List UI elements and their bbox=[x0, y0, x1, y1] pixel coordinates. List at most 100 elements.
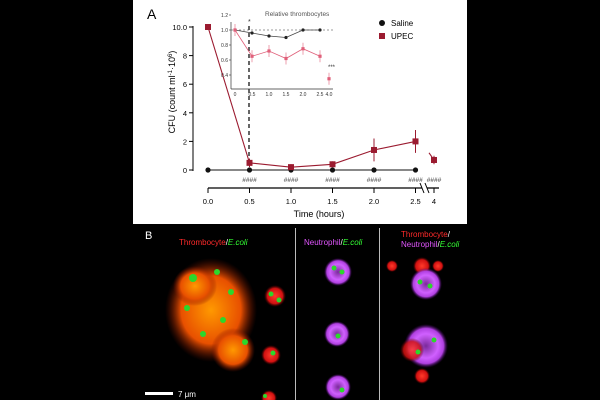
inset-upec-line bbox=[234, 29, 321, 59]
thrombocyte bbox=[414, 368, 430, 384]
inset-y-tick-label: 0.6 bbox=[221, 58, 228, 64]
upec-point bbox=[246, 159, 253, 166]
legend-marker-saline bbox=[379, 20, 385, 26]
inset-chart: Relative thrombocytes 0.4 0.6 0.8 1.0 1.2 0 0.… bbox=[221, 11, 336, 98]
thrombocyte bbox=[261, 345, 281, 365]
ecoli-bacterium bbox=[200, 331, 206, 337]
legend-label-saline: Saline bbox=[391, 19, 414, 28]
y-tick-label: 4 bbox=[183, 109, 187, 118]
inset-upec-point bbox=[233, 28, 237, 32]
inset-upec-point bbox=[250, 54, 254, 58]
legend-marker-upec bbox=[379, 33, 385, 39]
ecoli-bacterium bbox=[427, 283, 433, 289]
saline-point bbox=[246, 167, 253, 173]
x-tick-label: 1.0 bbox=[286, 197, 296, 206]
upec-point bbox=[329, 161, 336, 168]
significance-marker: #### bbox=[427, 177, 442, 184]
micrograph-thrombocyte-neutrophil bbox=[386, 257, 448, 384]
ecoli-bacterium bbox=[242, 339, 248, 345]
significance-marker: #### bbox=[242, 177, 257, 184]
y-tick-label: 2 bbox=[183, 137, 187, 146]
x-tick-label: 4 bbox=[432, 197, 436, 206]
neutrophil bbox=[410, 268, 442, 300]
upec-point bbox=[412, 138, 419, 145]
y-tick-label: 6 bbox=[183, 80, 187, 89]
scale-bar bbox=[145, 392, 173, 395]
ecoli-bacterium bbox=[339, 269, 345, 275]
ecoli-bacterium bbox=[335, 333, 341, 339]
y-tick-label: 8 bbox=[183, 52, 187, 61]
inset-title: Relative thrombocytes bbox=[265, 11, 330, 18]
inset-y-tick-label: 0.4 bbox=[221, 73, 228, 79]
ecoli-bacterium bbox=[220, 317, 226, 323]
inset-x-tick-label: 0.5 bbox=[249, 92, 256, 98]
inset-y-tick-label: 1.2 bbox=[221, 13, 228, 19]
upec-point bbox=[205, 24, 211, 30]
inset-saline-point bbox=[267, 34, 271, 38]
significance-marker: #### bbox=[284, 177, 299, 184]
inset-upec-point bbox=[327, 77, 331, 81]
thrombocyte bbox=[264, 285, 286, 307]
ecoli-bacterium bbox=[431, 337, 437, 343]
saline-point bbox=[412, 167, 419, 173]
micrograph-neutrophils bbox=[324, 258, 352, 400]
caption-thrombocyte-neutrophil-ecoli: Thrombocyte/Neutrophil/E.coli bbox=[401, 230, 460, 249]
y-axis-label: CFU (count ml-1·106) bbox=[167, 51, 177, 134]
inset-x-tick-label: 4.0 bbox=[326, 92, 333, 98]
axis-break-mark bbox=[424, 182, 430, 194]
legend-label-upec: UPEC bbox=[391, 32, 413, 41]
ecoli-bacterium bbox=[214, 269, 220, 275]
inset-triple-star: *** bbox=[328, 65, 336, 71]
ecoli-bacterium bbox=[228, 289, 234, 295]
x-tick-label: 0.5 bbox=[244, 197, 254, 206]
scale-bar-label: 7 μm bbox=[178, 390, 196, 399]
neutrophil bbox=[324, 258, 352, 286]
y-tick-label: 10.0 bbox=[172, 23, 187, 32]
inset-x-tick-label: 2.0 bbox=[300, 92, 307, 98]
saline-point bbox=[205, 167, 211, 173]
y-tick-label: 0 bbox=[183, 166, 187, 175]
upec-point bbox=[431, 156, 437, 163]
inset-upec-point bbox=[301, 47, 305, 51]
x-tick-label: 1.5 bbox=[327, 197, 337, 206]
x-tick-label: 2.5 bbox=[410, 197, 420, 206]
x-axis-label: Time (hours) bbox=[294, 209, 345, 219]
ecoli-bacterium bbox=[268, 291, 274, 297]
thrombocyte bbox=[386, 260, 398, 272]
panel-divider bbox=[295, 228, 296, 400]
inset-saline-point bbox=[284, 35, 288, 40]
ecoli-bacterium bbox=[184, 305, 190, 311]
inset-y-tick-label: 1.0 bbox=[221, 28, 228, 34]
thrombocyte-aggregate bbox=[211, 328, 255, 372]
upec-point bbox=[371, 146, 377, 153]
inset-star: * bbox=[248, 19, 251, 26]
saline-point bbox=[329, 167, 336, 173]
inset-x-tick-label: 2.5 bbox=[317, 92, 324, 98]
ecoli-bacterium bbox=[270, 350, 276, 356]
panel-b: B Thrombocyte/E.coli Neutrophil/E.coli T… bbox=[133, 224, 467, 400]
ecoli-bacterium bbox=[189, 274, 197, 282]
significance-marker: #### bbox=[408, 177, 423, 184]
panel-divider bbox=[379, 228, 380, 400]
panel-a-label: A bbox=[147, 6, 157, 22]
thrombocyte bbox=[432, 260, 444, 272]
x-tick-label: 2.0 bbox=[369, 197, 379, 206]
inset-upec-point bbox=[318, 54, 322, 58]
inset-upec-point bbox=[284, 56, 288, 61]
saline-point bbox=[371, 167, 377, 173]
inset-x-tick-label: 0 bbox=[234, 92, 237, 98]
significance-marker: #### bbox=[367, 177, 382, 184]
cfu-chart: A CFU (count ml-1·106) 0 2 4 6 8 10.0 0.0 0.5 1… bbox=[147, 6, 442, 219]
legend: Saline UPEC bbox=[379, 19, 414, 41]
ecoli-bacterium bbox=[415, 349, 421, 355]
ecoli-bacterium bbox=[331, 265, 337, 271]
ecoli-bacterium bbox=[417, 279, 423, 285]
caption-thrombocyte-ecoli: Thrombocyte/E.coli bbox=[179, 238, 248, 247]
thrombocyte-aggregate bbox=[173, 266, 217, 306]
caption-neutrophil-ecoli: Neutrophil/E.coli bbox=[304, 238, 363, 247]
inset-saline-point bbox=[318, 28, 322, 32]
ecoli-bacterium bbox=[276, 297, 282, 303]
axis-break-mark bbox=[419, 182, 425, 194]
inset-saline-point bbox=[301, 28, 305, 32]
